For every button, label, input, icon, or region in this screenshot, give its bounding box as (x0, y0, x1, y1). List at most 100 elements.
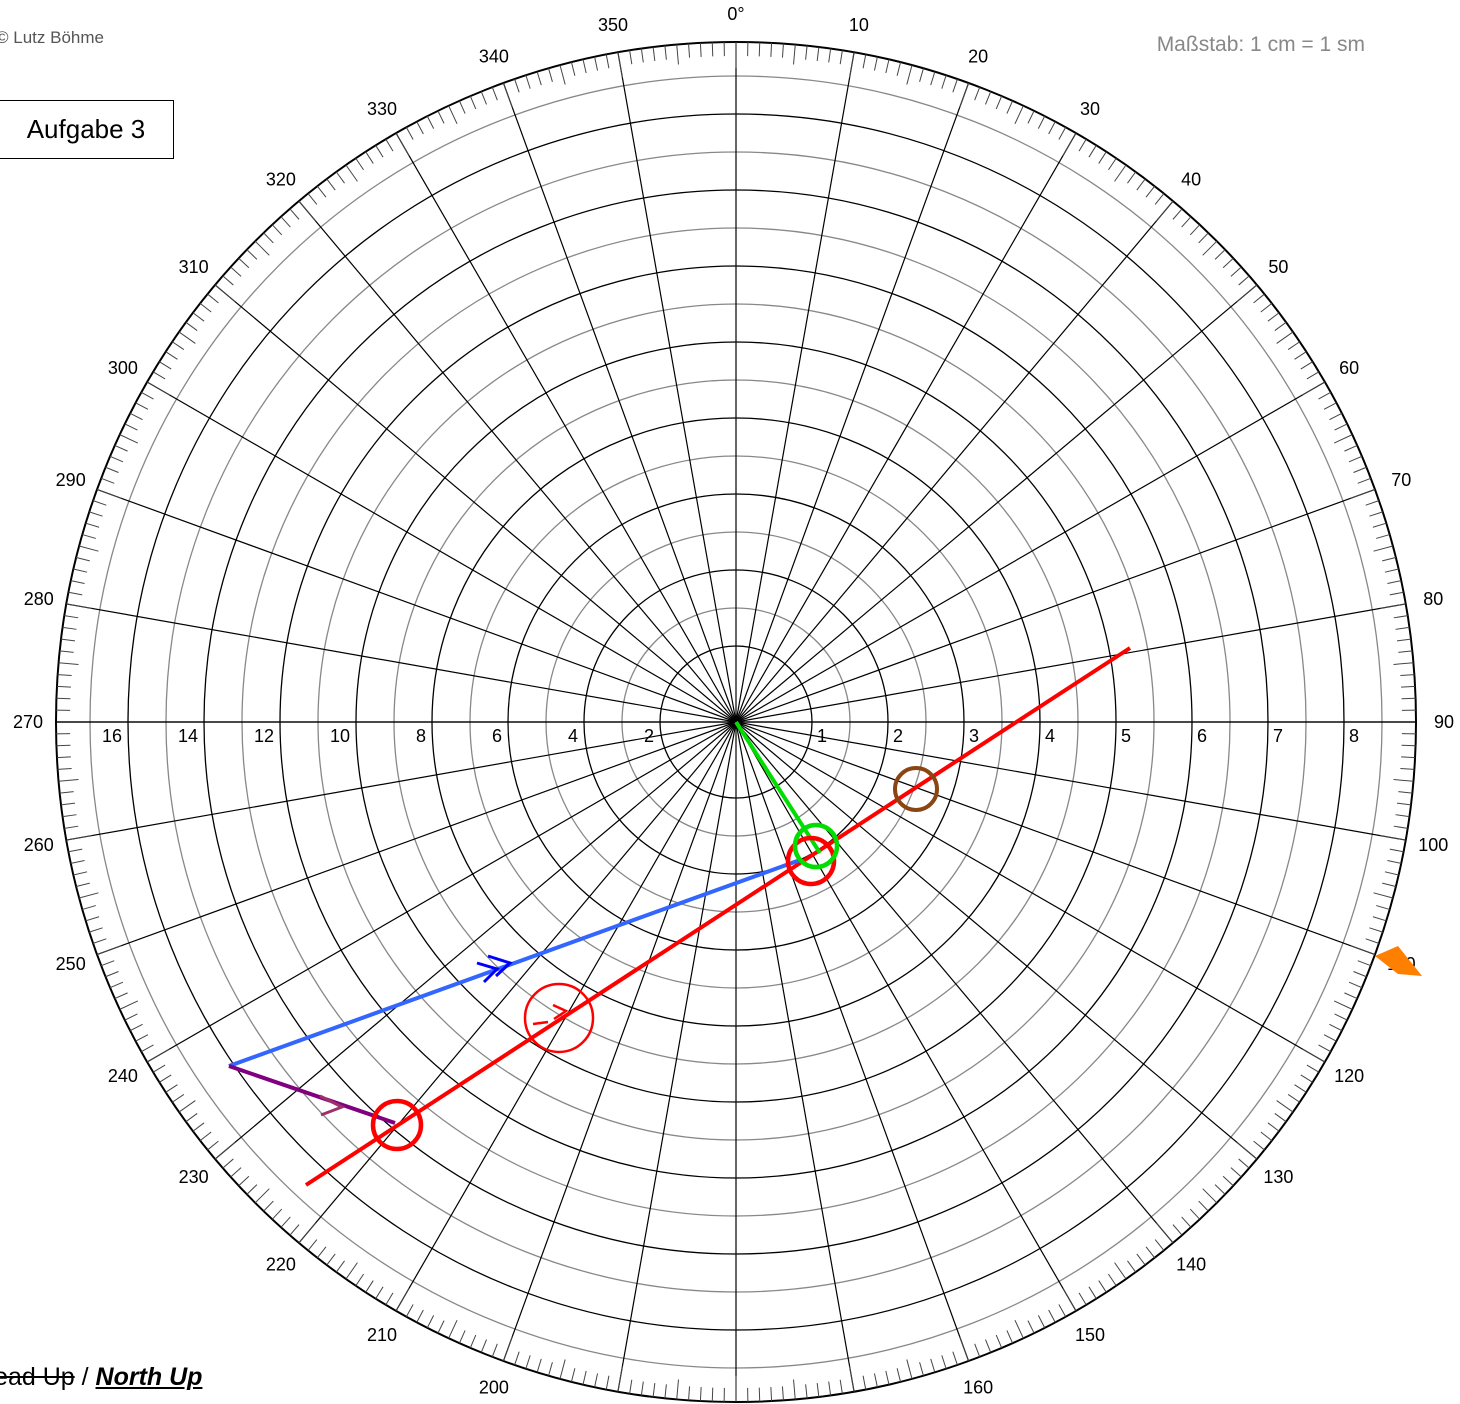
bearing-spoke (146, 721, 737, 1063)
degree-tick (355, 1273, 364, 1287)
left-range-label: 10 (330, 726, 350, 746)
degree-tick (159, 1074, 172, 1083)
degree-tick (254, 1188, 270, 1204)
degree-tick (146, 1048, 170, 1063)
degree-tick (1202, 1188, 1218, 1204)
degree-tick (416, 121, 424, 135)
bearing-label: 160 (963, 1377, 993, 1397)
degree-tick (1389, 591, 1404, 596)
degree-tick (617, 52, 623, 79)
bearing-spoke (214, 284, 737, 723)
degree-tick (1274, 1113, 1287, 1123)
degree-tick (1156, 1222, 1174, 1244)
bearing-label: 130 (1263, 1167, 1293, 1187)
degree-tick (61, 638, 76, 642)
degree-tick (199, 1131, 212, 1142)
degree-tick (1114, 1262, 1127, 1280)
degree-tick (816, 47, 820, 62)
degree-tick (298, 1222, 316, 1244)
degree-tick (594, 56, 599, 71)
degree-tick (1098, 151, 1107, 164)
degree-tick (1172, 1224, 1183, 1236)
degree-tick (1395, 626, 1410, 630)
degree-tick (1400, 767, 1415, 770)
degree-tick (571, 1368, 576, 1382)
bearing-label: 100 (1418, 835, 1448, 855)
degree-tick (1344, 444, 1358, 452)
degree-tick (1274, 321, 1287, 331)
bearing-spoke (395, 132, 737, 723)
bearing-spoke (735, 721, 1077, 1312)
red-circle-marker-2 (523, 982, 595, 1054)
degree-tick (1357, 960, 1372, 967)
degree-tick (73, 568, 88, 573)
bearing-label: 240 (108, 1066, 138, 1086)
task-label-text: Aufgabe 3 (26, 114, 146, 144)
left-range-label: 4 (568, 726, 578, 746)
degree-tick (502, 82, 513, 108)
degree-tick (559, 65, 566, 85)
degree-tick (58, 662, 79, 665)
degree-tick (365, 151, 374, 164)
degree-tick (64, 825, 79, 829)
bearing-label: 20 (968, 47, 988, 67)
bearing-label: 300 (108, 358, 138, 378)
degree-tick (816, 1382, 820, 1397)
degree-tick (1400, 674, 1415, 677)
degree-tick (1214, 1184, 1226, 1195)
degree-tick (582, 1370, 587, 1385)
degree-tick (959, 1336, 970, 1362)
head-up-label: Head Up (0, 1363, 75, 1391)
degree-tick (885, 1370, 890, 1385)
degree-tick (1014, 1319, 1024, 1339)
degree-tick (930, 1358, 936, 1373)
right-range-label: 7 (1273, 726, 1283, 746)
degree-tick (1172, 208, 1183, 220)
degree-tick (1372, 916, 1387, 922)
bearing-label: 200 (479, 1377, 509, 1397)
degree-tick (617, 1365, 623, 1392)
bearing-spoke (735, 721, 1406, 841)
bearing-label: 50 (1268, 257, 1288, 277)
degree-tick (536, 71, 542, 86)
degree-tick (135, 1034, 149, 1042)
degree-tick (129, 1023, 143, 1032)
degree-tick (70, 580, 85, 585)
bearing-spoke (96, 488, 737, 723)
degree-tick (1384, 568, 1399, 573)
degree-tick (605, 1375, 610, 1390)
degree-tick (159, 361, 172, 370)
degree-tick (1027, 110, 1035, 124)
degree-tick (58, 779, 79, 782)
bearing-label: 40 (1181, 170, 1201, 190)
degree-tick (114, 444, 128, 452)
bearing-label: 350 (598, 15, 628, 35)
right-range-label: 3 (969, 726, 979, 746)
green-circle-marker (792, 822, 840, 870)
degree-tick (109, 455, 124, 463)
degree-tick (480, 91, 487, 105)
mode-separator: / (74, 1363, 96, 1391)
degree-tick (839, 50, 843, 65)
degree-tick (448, 1319, 458, 1339)
degree-tick (59, 650, 74, 653)
left-range-label: 16 (102, 726, 122, 746)
degree-tick (1260, 1131, 1273, 1142)
degree-tick (828, 1381, 832, 1396)
degree-tick (1306, 371, 1320, 380)
right-range-label: 4 (1045, 726, 1055, 746)
degree-tick (1365, 938, 1380, 944)
degree-tick (230, 1167, 242, 1178)
degree-tick (1393, 825, 1408, 829)
degree-tick (594, 1373, 599, 1388)
degree-tick (1048, 121, 1056, 135)
degree-tick (491, 1343, 498, 1358)
degree-tick (688, 1386, 691, 1401)
degree-tick (152, 1064, 166, 1073)
degree-tick (1181, 1216, 1192, 1228)
degree-tick (1127, 171, 1137, 184)
degree-tick (1329, 412, 1343, 421)
bearing-label: 260 (24, 835, 54, 855)
degree-tick (1230, 1167, 1242, 1178)
degree-tick (676, 44, 679, 65)
